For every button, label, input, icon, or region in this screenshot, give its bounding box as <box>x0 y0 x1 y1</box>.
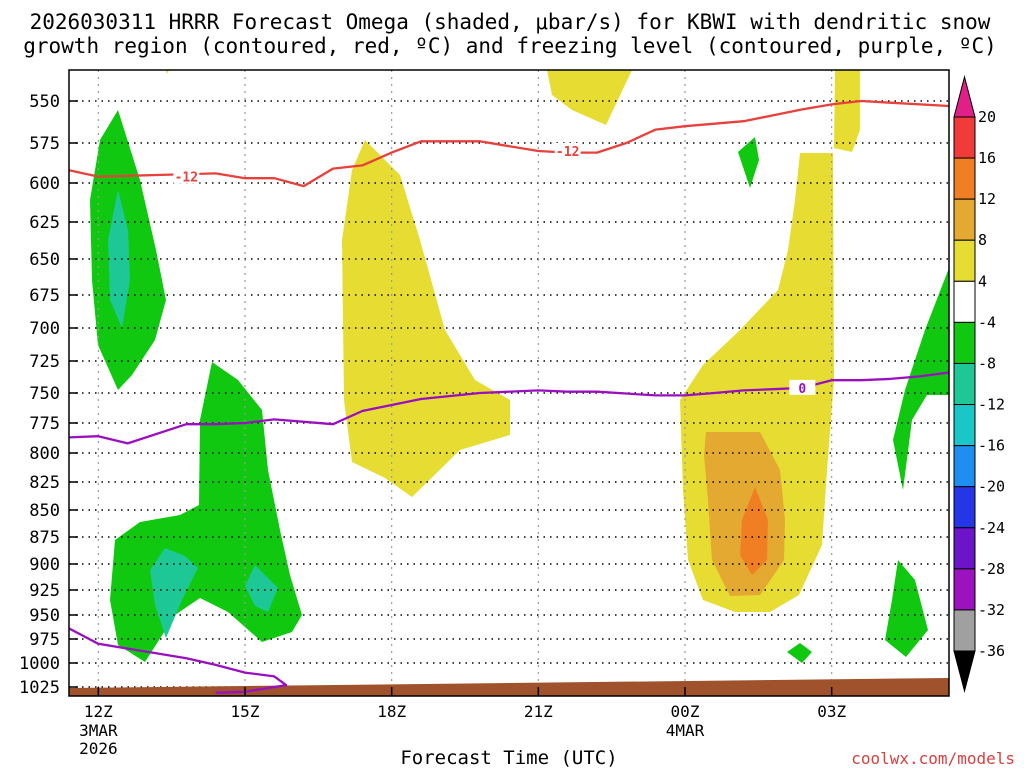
colorbar-segment <box>953 445 976 488</box>
colorbar-label: -20 <box>978 478 1005 496</box>
plot-area: -12 -12 0 <box>69 70 949 696</box>
colorbar-label: 12 <box>978 190 996 208</box>
omega-region-yellow <box>166 70 169 74</box>
y-tick-label: 975 <box>29 630 60 650</box>
y-tick-label: 925 <box>29 581 60 601</box>
colorbar-segment <box>953 157 976 200</box>
x-tick-label: 12Z <box>84 702 113 721</box>
colorbar-segment <box>953 609 976 652</box>
y-tick-label: 850 <box>29 501 60 521</box>
x-tick-label: 21Z <box>524 702 553 721</box>
contour-line <box>69 371 949 445</box>
omega-region-teal <box>150 548 198 638</box>
x-tick-label: 15Z <box>231 702 260 721</box>
omega-region-yellow <box>342 140 510 497</box>
y-tick-label: 900 <box>29 555 60 575</box>
colorbar-label: 4 <box>978 272 987 290</box>
colorbar-label: -12 <box>978 396 1005 414</box>
y-tick-label: 800 <box>29 444 60 464</box>
colorbar-segment <box>953 404 976 447</box>
colorbar-label: -32 <box>978 601 1005 619</box>
omega-region-green <box>885 560 928 657</box>
orange-regions <box>704 432 785 596</box>
colorbar-segment <box>953 280 976 323</box>
contour-lines: -12 -12 0 <box>69 99 949 694</box>
omega-region-green <box>110 362 302 662</box>
contour-label: -12 <box>556 145 579 160</box>
omega-region-green <box>738 137 759 188</box>
x-tick-date: 3MAR <box>79 721 118 740</box>
x-tick-label: 18Z <box>377 702 406 721</box>
colorbar-label: 16 <box>978 149 996 167</box>
colorbar-segment <box>953 198 976 241</box>
y-tick-label: 1000 <box>19 654 60 674</box>
x-tick-year: 2026 <box>79 739 118 758</box>
omega-region-yellow <box>547 70 632 125</box>
colorbar-label: -4 <box>978 313 996 331</box>
contour-label-bg <box>173 168 200 184</box>
colorbar-label: -24 <box>978 519 1005 537</box>
colorbar-top-arrow <box>953 75 976 118</box>
colorbar-label: 20 <box>978 108 996 126</box>
colorbar-label: 8 <box>978 231 987 249</box>
x-tick-label: 00Z <box>671 702 700 721</box>
colorbar-segment <box>953 527 976 570</box>
colorbar-segment <box>953 568 976 611</box>
colorbar-label: -36 <box>978 642 1005 660</box>
y-tick-label: 675 <box>29 286 60 306</box>
omega-region-yellow <box>834 70 860 152</box>
y-tick-label: 875 <box>29 528 60 548</box>
omega-region-12-16 <box>740 487 768 575</box>
y-tick-label: 950 <box>29 606 60 626</box>
plot-frame <box>68 69 950 697</box>
chart-title-line2: growth region (contoured, red, ºC) and f… <box>23 34 997 58</box>
colorbar-label: -28 <box>978 560 1005 578</box>
y-tick-label: 825 <box>29 473 60 493</box>
y-tick-label: 550 <box>29 92 60 112</box>
colorbar: 20 16 12 8 4 -4 -8 -12 -16 -20 -24 -28 -32 -36 <box>953 75 1005 693</box>
chart-title-line1: 2026030311 HRRR Forecast Omega (shaded, … <box>30 10 991 34</box>
contour-label-bg <box>554 143 581 158</box>
teal-regions <box>108 190 278 638</box>
x-tick-label: 03Z <box>817 702 846 721</box>
y-tick-label: 725 <box>29 352 60 372</box>
x-tick-date: 4MAR <box>666 721 705 740</box>
y-tick-label: 700 <box>29 319 60 339</box>
x-axis-label: Forecast Time (UTC) <box>400 747 617 768</box>
y-tick-label: 1025 <box>19 678 60 698</box>
contour-line <box>69 99 949 188</box>
omega-region-green <box>787 643 812 663</box>
omega-region-green <box>893 268 949 490</box>
contour-label: 0 <box>798 382 806 397</box>
y-tick-label: 625 <box>29 213 60 233</box>
omega-region-teal <box>108 190 130 328</box>
y-tick-label: 775 <box>29 414 60 434</box>
colorbar-label: -8 <box>978 354 996 372</box>
contour-label: -12 <box>175 171 198 186</box>
contour-label-bg <box>789 379 816 395</box>
colorbar-bottom-arrow <box>953 650 976 693</box>
y-tick-label: 750 <box>29 384 60 404</box>
watermark: coolwx.com/models <box>851 749 1015 768</box>
colorbar-segment <box>953 321 976 364</box>
omega-region-teal <box>245 565 278 612</box>
contour-line <box>69 627 288 694</box>
terrain-surface <box>69 678 949 696</box>
y-axis: 550 575 600 625 650 675 700 725 750 775 800 825 850 8… <box>19 92 78 698</box>
y-tick-label: 575 <box>29 134 60 154</box>
colorbar-segment <box>953 362 976 406</box>
y-tick-label: 650 <box>29 250 60 270</box>
colorbar-segment <box>953 116 976 159</box>
colorbar-label: -16 <box>978 437 1005 455</box>
colorbar-segment <box>953 486 976 529</box>
y-tick-label: 600 <box>29 174 60 194</box>
colorbar-segment <box>953 239 976 282</box>
